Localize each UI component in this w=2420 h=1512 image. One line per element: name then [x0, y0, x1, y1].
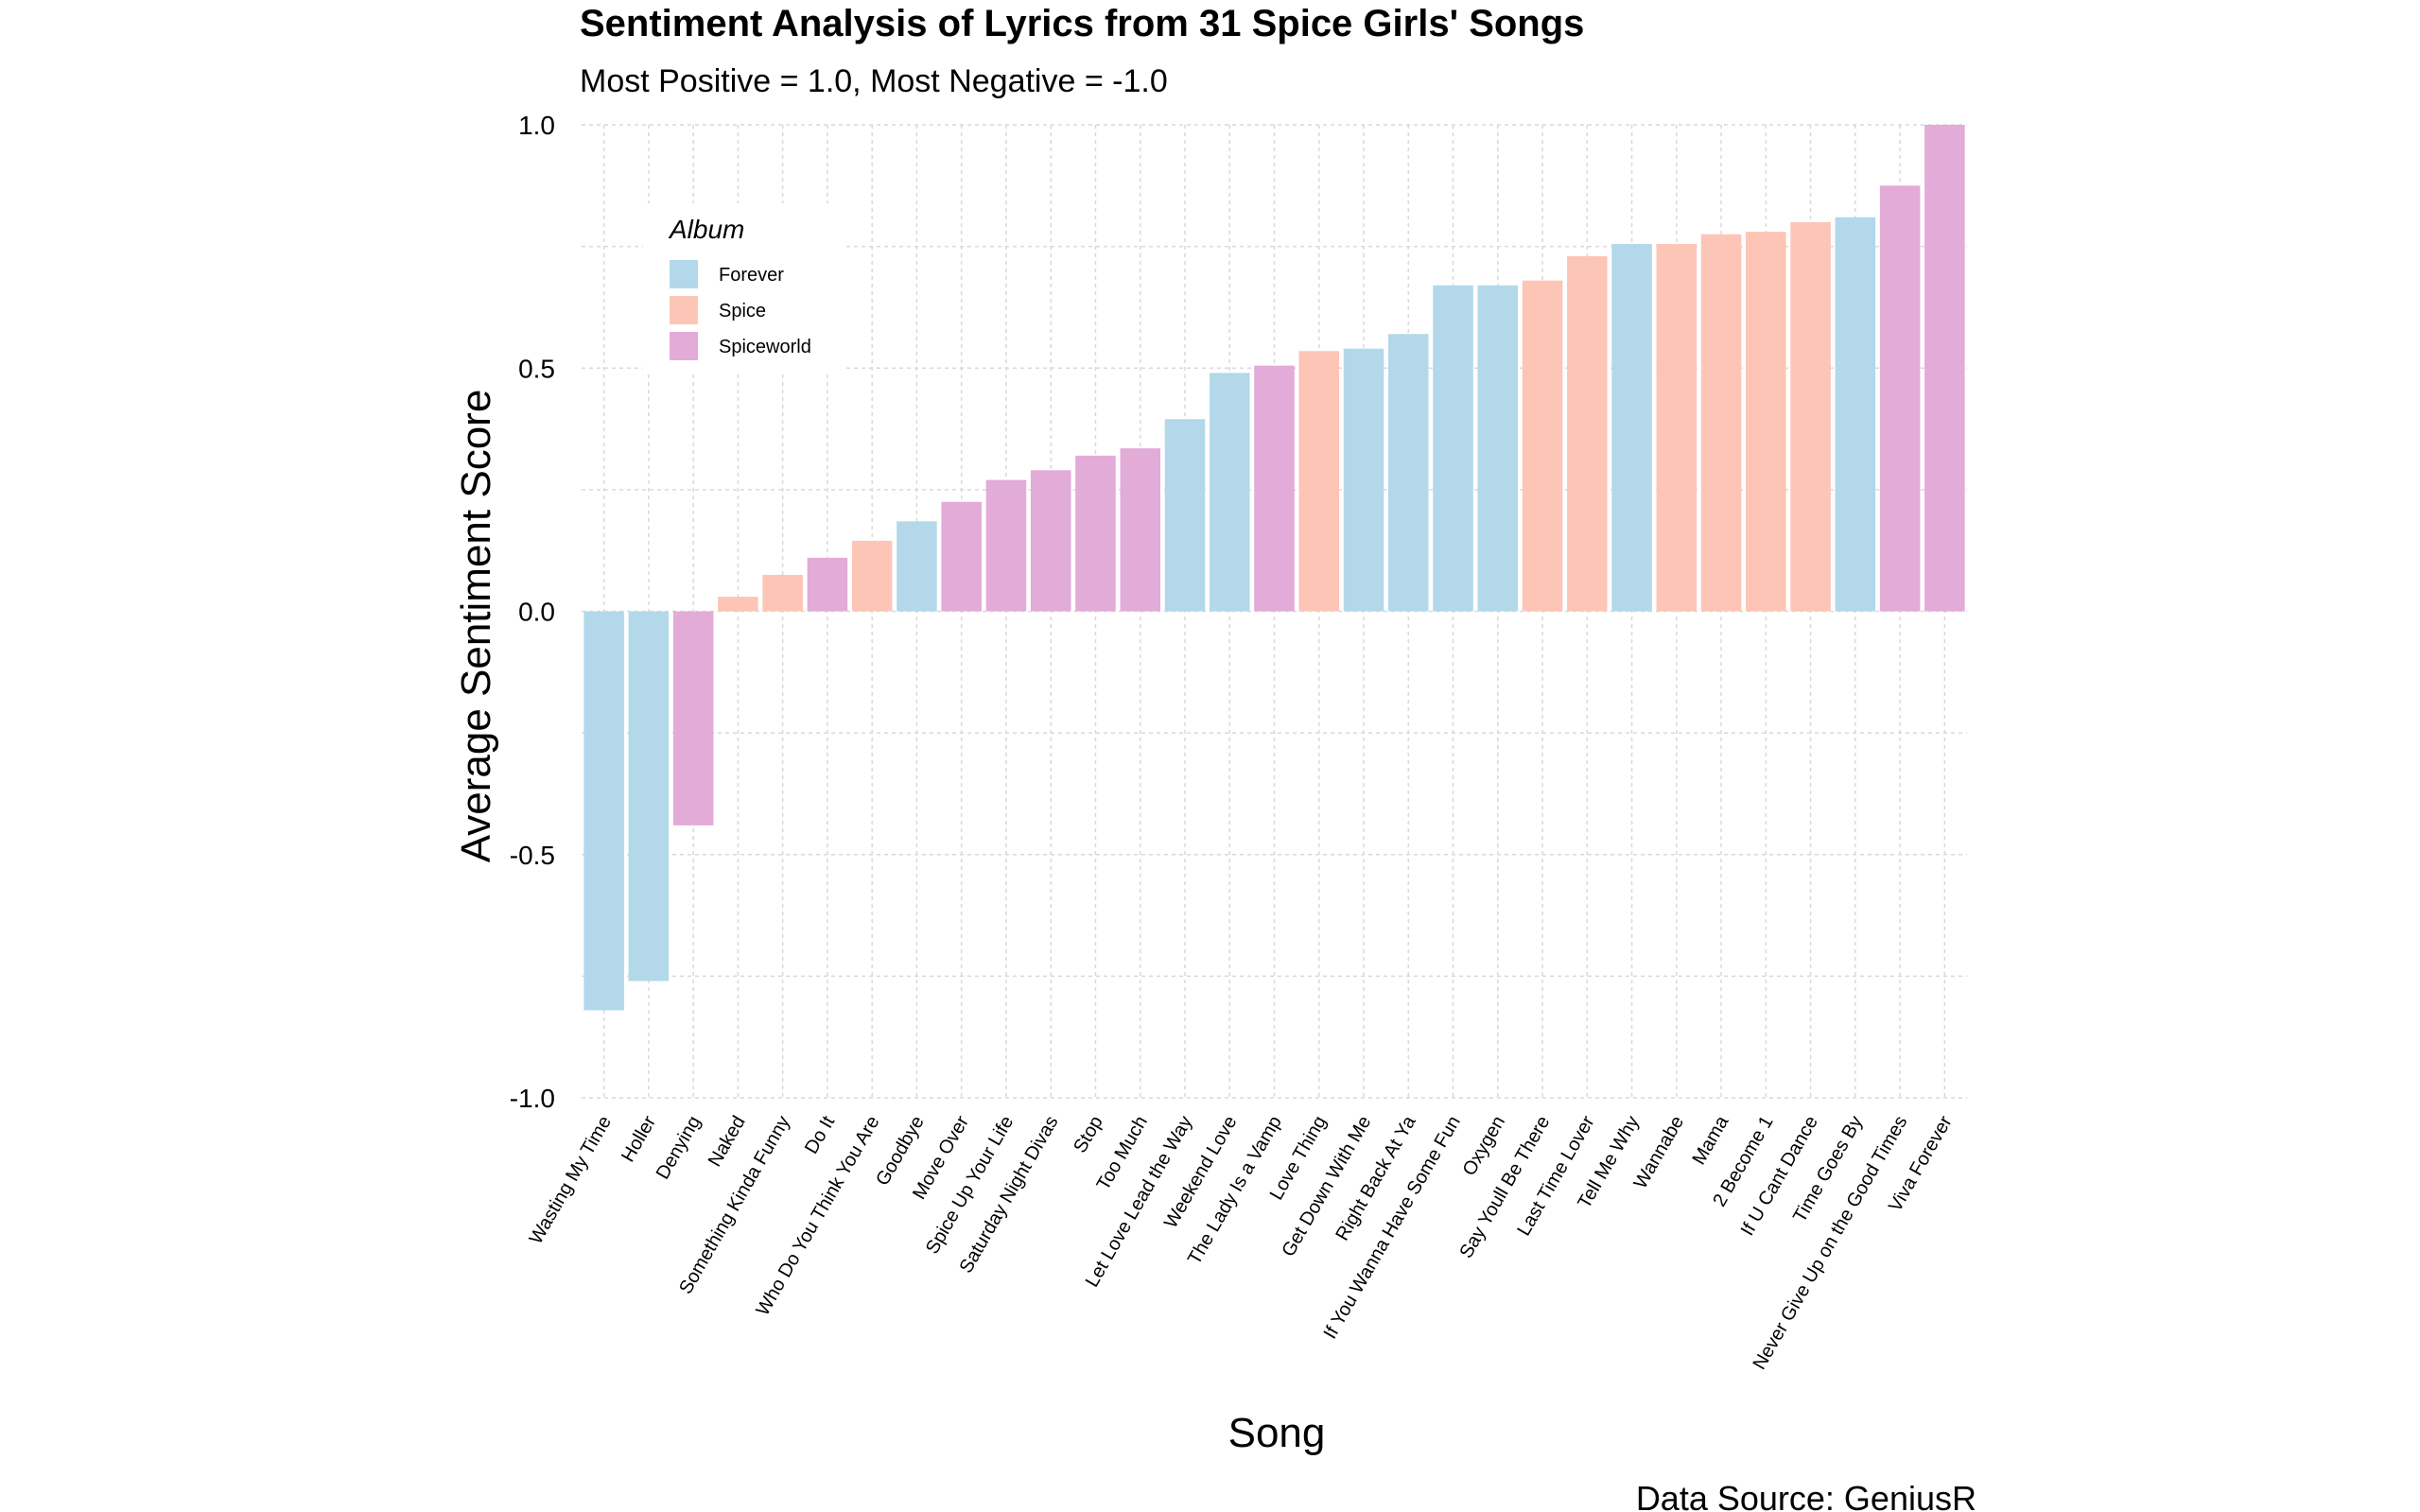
legend-label-forever: Forever — [719, 265, 784, 286]
bar-tell-me-why — [1611, 244, 1652, 612]
bar-if-u-cant-dance — [1790, 221, 1831, 612]
x-tick-label: Mama — [1689, 1112, 1733, 1169]
bar-last-time-lover — [1567, 255, 1608, 612]
bar-let-love-lead-the-way — [1164, 419, 1206, 612]
chart-subtitle: Most Positive = 1.0, Most Negative = -1.… — [580, 63, 1168, 99]
y-tick-label: -1.0 — [510, 1084, 555, 1113]
bar-say-youll-be-there — [1522, 280, 1563, 612]
bar-holler — [628, 611, 670, 982]
x-tick-label: Wasting My Time — [526, 1113, 616, 1248]
legend-label-spice: Spice — [719, 301, 766, 322]
legend-swatch-spiceworld — [670, 332, 698, 360]
bar-saturday-night-divas — [1030, 470, 1071, 612]
bars — [583, 125, 1965, 1011]
bar-goodbye — [897, 521, 937, 612]
bar-2-become-1 — [1746, 232, 1786, 612]
bar-love-thing — [1298, 351, 1340, 612]
bar-never-give-up-on-the-good-times — [1879, 185, 1921, 612]
bar-something-kinda-funny — [762, 574, 803, 612]
y-tick-label: 0.5 — [518, 354, 555, 383]
y-tick-label: -0.5 — [510, 841, 555, 870]
bar-time-goes-by — [1835, 217, 1876, 612]
bar-wannabe — [1656, 244, 1697, 612]
bar-denying — [672, 611, 714, 826]
legend-entries: Forever Spice Spiceworld — [670, 260, 811, 360]
bar-who-do-you-think-you-are — [851, 540, 893, 612]
bar-mama — [1700, 234, 1742, 612]
legend-swatch-forever — [670, 260, 698, 288]
bar-get-down-with-me — [1343, 348, 1384, 612]
bar-viva-forever — [1924, 125, 1965, 612]
legend-title: Album — [668, 215, 744, 244]
y-tick-label: 0.0 — [518, 598, 555, 627]
bar-stop — [1075, 455, 1116, 612]
y-axis-title: Average Sentiment Score — [453, 390, 499, 863]
bar-naked — [718, 597, 758, 612]
bar-do-it — [807, 557, 848, 612]
bar-weekend-love — [1209, 373, 1250, 612]
x-tick-label: Stop — [1070, 1113, 1107, 1157]
bar-if-you-wanna-have-some-fun — [1433, 285, 1473, 612]
x-tick-label: Oxygen — [1459, 1113, 1510, 1180]
bar-wasting-my-time — [583, 611, 624, 1011]
x-tick-label: Naked — [705, 1113, 750, 1171]
x-axis-title: Song — [1228, 1410, 1326, 1456]
bar-right-back-at-ya — [1388, 334, 1429, 612]
bar-spice-up-your-life — [985, 479, 1027, 612]
y-tick-label: 1.0 — [518, 111, 555, 140]
data-source-caption: Data Source: GeniusR — [1636, 1479, 1976, 1512]
legend-label-spiceworld: Spiceworld — [719, 337, 811, 357]
legend-swatch-spice — [670, 296, 698, 324]
chart-title: Sentiment Analysis of Lyrics from 31 Spi… — [580, 3, 1584, 44]
legend: Album Forever Spice Spiceworld — [643, 203, 846, 372]
bar-the-lady-is-a-vamp — [1254, 365, 1295, 612]
x-tick-label: Do It — [801, 1112, 839, 1157]
y-axis-ticks: 1.0 0.5 0.0 -0.5 -1.0 — [510, 111, 555, 1113]
bar-move-over — [941, 501, 982, 612]
bar-oxygen — [1477, 285, 1519, 612]
bar-too-much — [1120, 448, 1160, 612]
x-tick-label: Holler — [618, 1112, 660, 1166]
